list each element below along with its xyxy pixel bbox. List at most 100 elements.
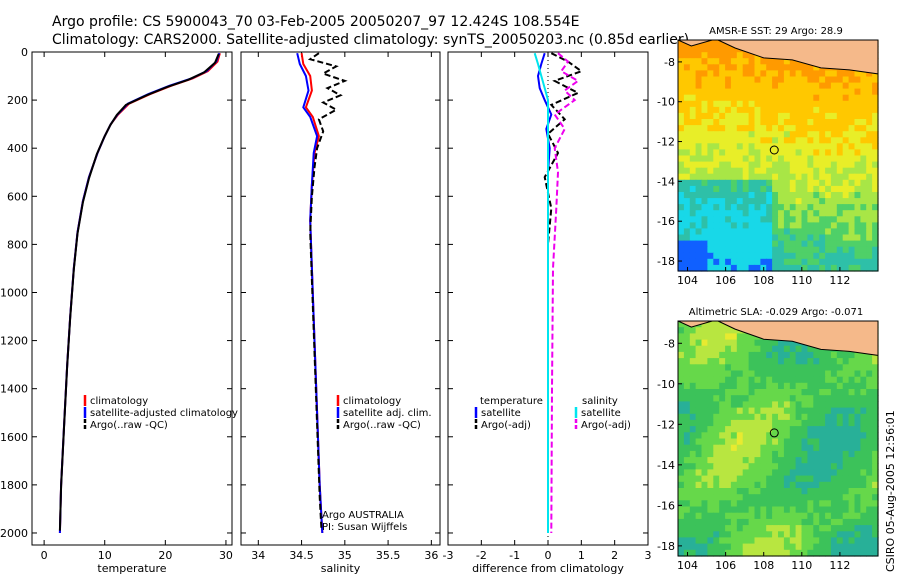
legend-label: satellite [581, 408, 621, 419]
map-cell [872, 457, 879, 464]
map-cell [748, 125, 756, 132]
map-cell [860, 401, 867, 409]
map-cell [760, 457, 767, 464]
map-cell [795, 450, 803, 458]
map-cell [813, 161, 820, 169]
map-cell [866, 258, 873, 266]
map-cell [860, 525, 867, 532]
map-cell [866, 432, 873, 440]
map-cell [683, 143, 691, 150]
map-cell [772, 192, 779, 199]
map-cell [678, 475, 685, 483]
map-cell [707, 192, 714, 199]
map-cell [760, 469, 767, 477]
map-cell [713, 137, 720, 144]
map-cell [719, 161, 726, 169]
map-cell [707, 240, 714, 248]
map-cell [683, 131, 691, 138]
map-cell [772, 70, 779, 78]
map-cell [713, 364, 720, 372]
map-cell [819, 125, 826, 132]
map-cell [719, 46, 726, 53]
map-cell [725, 481, 732, 489]
map-cell [830, 204, 838, 211]
map-cell [689, 185, 697, 193]
map-cell [830, 549, 838, 557]
map-cell [842, 264, 850, 272]
map-cell [719, 432, 726, 440]
map-cell [707, 40, 714, 47]
map-cell [754, 106, 761, 114]
map-cell [801, 525, 808, 532]
map-cell [778, 76, 785, 84]
map-cell [842, 389, 850, 396]
map-cell [742, 531, 750, 539]
map-cell [783, 518, 791, 526]
map-cell [725, 204, 732, 211]
map-cell [701, 173, 708, 181]
map-cell [719, 518, 726, 526]
map-cell [778, 339, 785, 347]
map-cell [689, 450, 697, 458]
map-cell [830, 228, 838, 236]
map-cell [778, 419, 785, 427]
map-cell [778, 382, 785, 390]
map-cell [742, 52, 750, 59]
map-cell [707, 506, 714, 514]
map-cell [795, 506, 803, 514]
map-cell [772, 222, 779, 230]
map-cell [695, 252, 703, 260]
map-cell [719, 155, 726, 163]
map-cell [689, 192, 697, 199]
map-cell [695, 364, 703, 372]
map-cell [842, 351, 850, 359]
map-cell [778, 351, 785, 359]
map-cell [778, 94, 785, 102]
legend-label: climatology [343, 396, 401, 407]
map-cell [766, 407, 773, 415]
x-tick-label: 35.5 [376, 549, 401, 562]
map-cell [830, 210, 838, 217]
map-cell [836, 512, 844, 520]
map-cell [872, 161, 879, 169]
map-cell [713, 481, 720, 489]
map-cell [725, 58, 732, 65]
map-cell [789, 204, 797, 211]
map-cell [795, 413, 803, 421]
map-cell [760, 173, 767, 181]
map-cell [725, 345, 732, 353]
map-cell [713, 155, 720, 163]
map-cell [783, 58, 791, 65]
map-cell [695, 475, 703, 483]
map-cell [742, 395, 750, 402]
map-cell [754, 525, 761, 532]
map-cell [760, 494, 767, 501]
map-cell [678, 463, 685, 470]
map-cell [778, 131, 785, 138]
map-cell [772, 76, 779, 84]
map-cell [760, 161, 767, 169]
y-tick-label: 600 [7, 190, 28, 203]
map-cell [819, 413, 826, 421]
map-cell [836, 100, 844, 108]
series-difference-3 [550, 52, 580, 534]
map-cell [795, 457, 803, 464]
map-cell [742, 518, 750, 526]
map-cell [783, 512, 791, 520]
map-cell [748, 494, 756, 501]
map-cell [807, 246, 814, 254]
map-cell [778, 167, 785, 175]
map-cell [689, 82, 697, 90]
map-cell [742, 204, 750, 211]
map-cell [766, 500, 773, 508]
map-cell [742, 82, 750, 90]
map-cell [795, 246, 803, 254]
map-cell [742, 210, 750, 217]
map-cell [754, 100, 761, 108]
map-cell [813, 494, 820, 501]
map-cell [836, 143, 844, 150]
map-cell [689, 475, 697, 483]
map-cell [707, 432, 714, 440]
map-cell [772, 167, 779, 175]
